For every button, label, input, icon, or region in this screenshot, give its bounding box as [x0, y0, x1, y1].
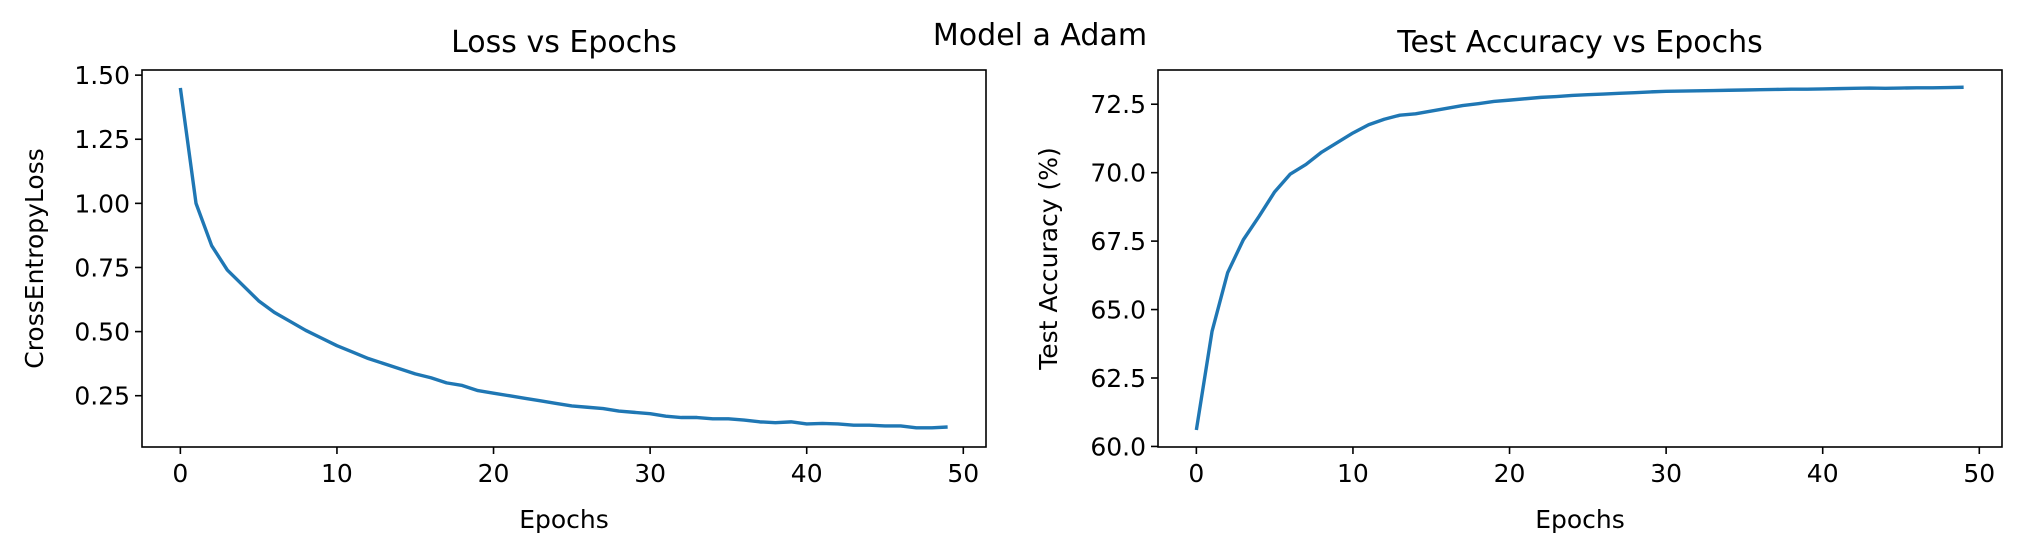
accuracy-series [1194, 85, 1964, 431]
accuracy-y-tick-label: 65.0 [1090, 296, 1146, 325]
loss-x-tick-label: 0 [172, 459, 188, 488]
loss-y-axis-label: CrossEntropyLoss [20, 148, 49, 369]
accuracy-x-tick-label: 20 [1494, 459, 1526, 488]
accuracy-chart-title: Test Accuracy vs Epochs [1396, 25, 1763, 60]
accuracy-y-tick-label: 60.0 [1090, 432, 1146, 461]
loss-x-tick-label: 50 [947, 459, 979, 488]
accuracy-series-line [1194, 85, 1964, 431]
accuracy-x-tick-label: 40 [1807, 459, 1839, 488]
loss-x-tick-label: 10 [321, 459, 353, 488]
loss-y-tick-label: 1.50 [74, 61, 130, 90]
accuracy-y-tick-label: 67.5 [1090, 227, 1146, 256]
accuracy-x-tick-label: 50 [1963, 459, 1995, 488]
loss-subplot: Loss vs Epochs 0 10 20 30 40 50 0.25 0.50 0.75 1.… [20, 25, 987, 534]
loss-ticks: 0 10 20 30 40 50 0.25 0.50 0.75 1.00 1.25 1.50 [74, 61, 979, 488]
accuracy-y-tick-label: 72.5 [1090, 90, 1146, 119]
loss-chart-title: Loss vs Epochs [451, 25, 677, 60]
accuracy-y-axis-label: Test Accuracy (%) [1034, 147, 1063, 371]
accuracy-plot-area [1157, 69, 2003, 448]
accuracy-x-tick-label: 0 [1188, 459, 1204, 488]
loss-x-tick-label: 30 [634, 459, 666, 488]
loss-x-axis-label: Epochs [519, 505, 609, 534]
loss-series-line [178, 87, 948, 430]
accuracy-subplot: Test Accuracy vs Epochs 0 10 20 30 40 50 60.0 6… [1034, 25, 2003, 534]
loss-y-tick-label: 1.25 [74, 125, 130, 154]
figure-suptitle: Model a Adam [933, 18, 1147, 53]
accuracy-x-axis-label: Epochs [1535, 505, 1625, 534]
loss-y-tick-label: 1.00 [74, 189, 130, 218]
loss-x-tick-label: 40 [791, 459, 823, 488]
loss-x-tick-label: 20 [478, 459, 510, 488]
accuracy-y-tick-label: 70.0 [1090, 159, 1146, 188]
loss-series [178, 87, 948, 430]
loss-y-tick-label: 0.50 [74, 318, 130, 347]
accuracy-y-tick-label: 62.5 [1090, 364, 1146, 393]
loss-plot-area [141, 69, 987, 448]
accuracy-x-tick-label: 30 [1650, 459, 1682, 488]
loss-y-tick-label: 0.25 [74, 382, 130, 411]
loss-y-tick-label: 0.75 [74, 253, 130, 282]
accuracy-x-tick-label: 10 [1337, 459, 1369, 488]
accuracy-ticks: 0 10 20 30 40 50 60.0 62.5 65.0 67.5 70.0 72.5 [1090, 90, 1995, 488]
